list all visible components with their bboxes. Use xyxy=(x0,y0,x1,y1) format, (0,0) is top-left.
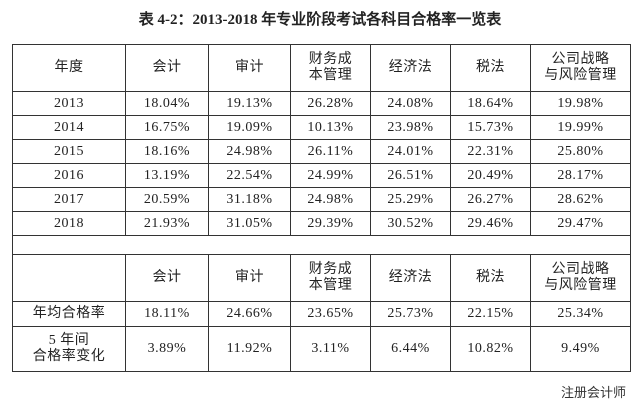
rate-cell: 20.49% xyxy=(450,163,531,188)
rate-cell: 20.59% xyxy=(125,187,209,212)
rate-cell: 31.05% xyxy=(208,211,291,236)
rate-cell: 25.73% xyxy=(370,301,451,327)
table-row: 年度 会计 审计 财务成 本管理 经济法 税法 公司战略 与风险管理 xyxy=(12,44,631,92)
rate-cell: 25.80% xyxy=(530,139,631,164)
rate-cell: 25.34% xyxy=(530,301,631,327)
table-row: 2015 18.16% 24.98% 26.11% 24.01% 22.31% 25.80% xyxy=(12,139,631,164)
table-row: 2018 21.93% 31.05% 29.39% 30.52% 29.46% 29.47% xyxy=(12,211,631,236)
rate-cell: 22.31% xyxy=(450,139,531,164)
pass-rate-table: 年度 会计 审计 财务成 本管理 经济法 税法 公司战略 与风险管理 2013 18.04% 19… xyxy=(12,44,631,372)
rate-cell: 22.54% xyxy=(208,163,291,188)
rate-cell: 25.29% xyxy=(370,187,451,212)
rate-cell: 22.15% xyxy=(450,301,531,327)
rate-cell: 29.39% xyxy=(290,211,371,236)
rate-cell: 26.11% xyxy=(290,139,371,164)
header-cell: 税法 xyxy=(450,44,531,92)
rate-cell: 26.27% xyxy=(450,187,531,212)
rate-cell: 23.65% xyxy=(290,301,371,327)
year-cell: 2017 xyxy=(12,187,126,212)
rate-cell: 24.99% xyxy=(290,163,371,188)
rate-cell: 30.52% xyxy=(370,211,451,236)
rate-cell: 24.08% xyxy=(370,91,451,116)
rate-cell: 19.99% xyxy=(530,115,631,140)
rate-cell: 19.98% xyxy=(530,91,631,116)
header-cell: 公司战略 与风险管理 xyxy=(530,254,631,302)
year-cell: 2016 xyxy=(12,163,126,188)
rate-cell: 21.93% xyxy=(125,211,209,236)
rate-cell: 26.28% xyxy=(290,91,371,116)
table-row: 2014 16.75% 19.09% 10.13% 23.98% 15.73% 19.99% xyxy=(12,115,631,140)
table-title: 表 4-2：2013-2018 年专业阶段考试各科目合格率一览表 xyxy=(138,12,502,28)
rate-cell: 24.98% xyxy=(290,187,371,212)
rate-cell: 6.44% xyxy=(370,326,451,372)
spacer-cell xyxy=(12,235,631,255)
rate-cell: 18.64% xyxy=(450,91,531,116)
rate-cell: 18.04% xyxy=(125,91,209,116)
header-cell: 税法 xyxy=(450,254,531,302)
rate-cell: 26.51% xyxy=(370,163,451,188)
rate-cell: 18.11% xyxy=(125,301,209,327)
year-cell: 2015 xyxy=(12,139,126,164)
rate-cell: 29.47% xyxy=(530,211,631,236)
row-label: 5 年间 合格率变化 xyxy=(12,326,126,372)
header-cell: 经济法 xyxy=(370,44,451,92)
header-cell: 财务成 本管理 xyxy=(290,254,371,302)
year-cell: 2018 xyxy=(12,211,126,236)
rate-cell: 19.13% xyxy=(208,91,291,116)
rate-cell: 9.49% xyxy=(530,326,631,372)
table-row: 会计 审计 财务成 本管理 经济法 税法 公司战略 与风险管理 xyxy=(12,254,631,302)
rate-cell: 3.11% xyxy=(290,326,371,372)
table-row: 年均合格率 18.11% 24.66% 23.65% 25.73% 22.15% 25.34… xyxy=(12,301,631,327)
header-cell: 会计 xyxy=(125,254,209,302)
rate-cell: 13.19% xyxy=(125,163,209,188)
rate-cell: 10.13% xyxy=(290,115,371,140)
table-row: 2016 13.19% 22.54% 24.99% 26.51% 20.49% 28.17% xyxy=(12,163,631,188)
header-cell: 年度 xyxy=(12,44,126,92)
header-cell: 会计 xyxy=(125,44,209,92)
table-row: 2013 18.04% 19.13% 26.28% 24.08% 18.64% 19.98% xyxy=(12,91,631,116)
rate-cell: 24.66% xyxy=(208,301,291,327)
rate-cell: 10.82% xyxy=(450,326,531,372)
header-cell: 财务成 本管理 xyxy=(290,44,371,92)
rate-cell: 3.89% xyxy=(125,326,209,372)
rate-cell: 28.62% xyxy=(530,187,631,212)
header-cell xyxy=(12,254,126,302)
header-cell: 审计 xyxy=(208,254,291,302)
header-cell: 经济法 xyxy=(370,254,451,302)
year-cell: 2013 xyxy=(12,91,126,116)
rate-cell: 19.09% xyxy=(208,115,291,140)
year-cell: 2014 xyxy=(12,115,126,140)
rate-cell: 16.75% xyxy=(125,115,209,140)
row-label: 年均合格率 xyxy=(12,301,126,327)
header-cell: 公司战略 与风险管理 xyxy=(530,44,631,92)
rate-cell: 28.17% xyxy=(530,163,631,188)
rate-cell: 29.46% xyxy=(450,211,531,236)
rate-cell: 31.18% xyxy=(208,187,291,212)
rate-cell: 24.01% xyxy=(370,139,451,164)
table-row xyxy=(12,235,631,255)
rate-cell: 18.16% xyxy=(125,139,209,164)
table-row: 5 年间 合格率变化 3.89% 11.92% 3.11% 6.44% 10.82% 9.4… xyxy=(12,326,631,372)
header-cell: 审计 xyxy=(208,44,291,92)
rate-cell: 15.73% xyxy=(450,115,531,140)
rate-cell: 24.98% xyxy=(208,139,291,164)
rate-cell: 23.98% xyxy=(370,115,451,140)
table-row: 2017 20.59% 31.18% 24.98% 25.29% 26.27% 28.62% xyxy=(12,187,631,212)
watermark: 注册会计师 xyxy=(560,386,626,401)
rate-cell: 11.92% xyxy=(208,326,291,372)
